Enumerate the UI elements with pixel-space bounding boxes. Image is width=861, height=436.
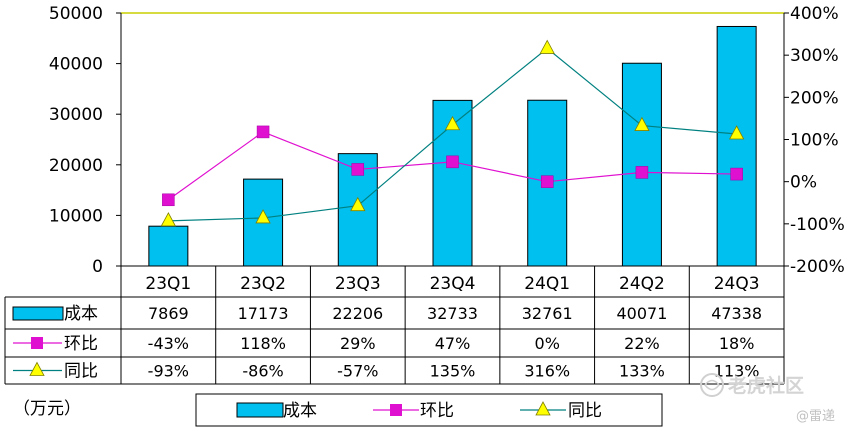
data-label: -86% — [242, 362, 283, 381]
data-label: 17173 — [238, 304, 289, 323]
legend-box — [195, 393, 663, 427]
right-tick-label: 200% — [790, 88, 839, 108]
data-label: 316% — [524, 362, 570, 381]
watermark-sub: @雷递 — [796, 409, 835, 424]
point-marker — [162, 193, 175, 207]
left-tick-label: 0 — [92, 257, 103, 277]
point-marker — [160, 212, 177, 227]
right-axis: -200% -100% 0% 100% 200% 300% 400% — [784, 4, 845, 277]
legend-key — [390, 404, 402, 416]
left-axis: 0 10000 20000 30000 40000 50000 — [49, 4, 121, 277]
right-tick-label: -100% — [790, 215, 845, 235]
legend-key — [535, 401, 551, 416]
data-label: 7869 — [148, 304, 189, 323]
data-label: 118% — [240, 334, 286, 353]
data-label: 32761 — [522, 304, 573, 323]
data-label: -93% — [148, 362, 189, 381]
left-tick-label: 50000 — [49, 4, 103, 24]
legend-label: 成本 — [283, 401, 317, 421]
row-key — [12, 306, 64, 321]
point-marker — [635, 166, 649, 179]
data-label: 18% — [719, 334, 755, 353]
data-label: 32733 — [427, 304, 478, 323]
legend-label: 同比 — [568, 401, 602, 421]
data-table: 23Q1 23Q2 23Q3 23Q4 24Q1 24Q2 24Q3 成本 7869 17173 2… — [4, 265, 785, 385]
right-tick-label: 0% — [790, 173, 817, 193]
point-marker — [730, 167, 743, 181]
data-label: 135% — [430, 362, 476, 381]
point-marker — [539, 39, 555, 54]
point-marker — [446, 155, 459, 169]
row-key — [29, 361, 45, 376]
line-series — [160, 39, 745, 227]
point-marker — [540, 175, 554, 188]
point-marker — [256, 125, 270, 139]
category-label: 23Q2 — [240, 274, 286, 294]
bar-series — [148, 25, 757, 267]
legend-label: 环比 — [420, 401, 454, 421]
data-label: 113% — [714, 362, 760, 381]
watermark-logo-icon — [700, 373, 724, 397]
category-label: 23Q1 — [145, 274, 191, 294]
point-marker — [634, 116, 650, 131]
data-label: -57% — [337, 362, 378, 381]
point-marker — [444, 115, 461, 131]
legend-key — [236, 402, 284, 418]
legend: 成本 环比 同比 — [195, 393, 663, 427]
unit-label: （万元） — [13, 399, 81, 419]
category-label: 24Q2 — [619, 274, 665, 294]
data-label: -43% — [148, 334, 189, 353]
left-tick-label: 10000 — [49, 206, 103, 226]
point-marker — [350, 196, 366, 212]
data-label: 47% — [435, 334, 471, 353]
category-label: 23Q3 — [335, 274, 381, 294]
right-tick-label: 300% — [790, 46, 839, 66]
right-tick-label: 100% — [790, 131, 839, 151]
data-label: 22% — [624, 334, 660, 353]
data-label: 47338 — [711, 304, 762, 323]
left-tick-label: 20000 — [49, 156, 103, 176]
bar — [621, 62, 662, 267]
point-marker — [351, 163, 365, 176]
row-header: 成本 — [64, 304, 98, 324]
left-tick-label: 30000 — [49, 105, 103, 125]
left-tick-label: 40000 — [49, 55, 103, 75]
data-label: 0% — [535, 334, 560, 353]
category-label: 23Q4 — [430, 274, 476, 294]
point-marker — [728, 125, 745, 140]
row-key — [31, 337, 43, 349]
category-label: 24Q1 — [524, 274, 570, 294]
right-tick-label: 400% — [790, 4, 839, 24]
watermark: 老虎社区 @雷递 — [700, 373, 835, 424]
point-marker — [255, 209, 271, 224]
watermark-text: 老虎社区 — [728, 374, 804, 397]
bar — [148, 225, 189, 267]
data-label: 133% — [619, 362, 665, 381]
right-tick-label: -200% — [790, 257, 845, 277]
row-header: 同比 — [64, 362, 98, 382]
bar — [716, 25, 757, 267]
category-label: 24Q3 — [714, 274, 760, 294]
row-header: 环比 — [64, 334, 98, 354]
data-label: 22206 — [332, 304, 383, 323]
data-label: 40071 — [616, 304, 667, 323]
data-label: 29% — [340, 334, 376, 353]
